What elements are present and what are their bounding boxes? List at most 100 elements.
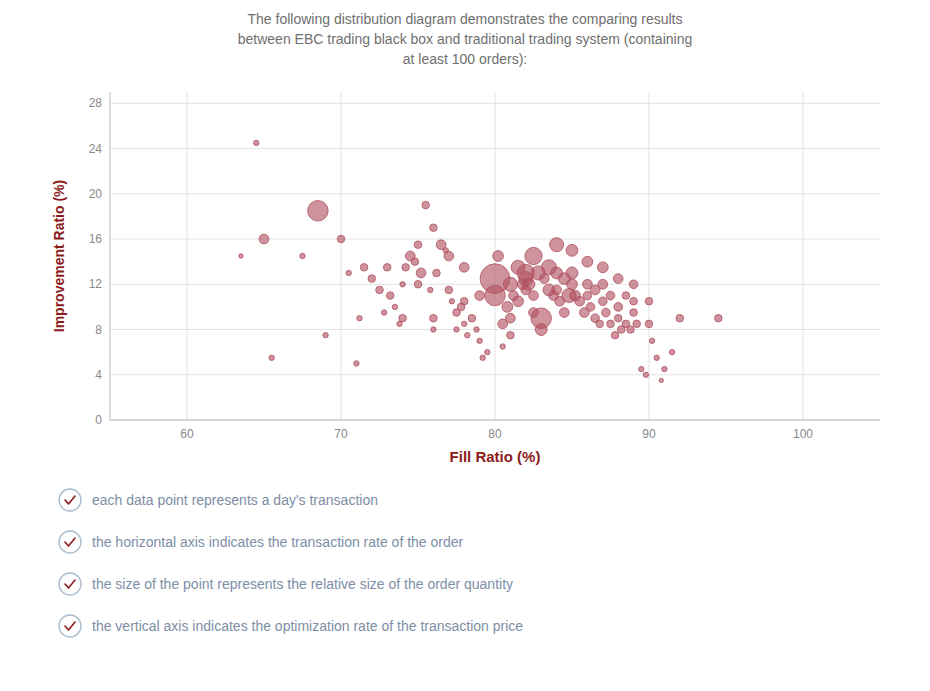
note-check (65, 580, 75, 588)
bubble (535, 324, 547, 336)
bubble (597, 262, 608, 273)
bubble (462, 321, 467, 326)
x-tick-label: 60 (180, 427, 194, 441)
bubble (523, 278, 535, 290)
y-tick-label: 8 (95, 323, 102, 337)
bubble (715, 314, 723, 322)
bubble (596, 320, 604, 328)
bubble (566, 267, 578, 279)
grid-line (110, 420, 880, 421)
bubble (614, 314, 622, 322)
x-tick-label: 90 (642, 427, 656, 441)
bubble (645, 320, 653, 328)
bubble (513, 296, 524, 307)
bubble (337, 235, 345, 243)
note-icon (59, 489, 81, 511)
bubble (400, 282, 405, 287)
bubble (433, 269, 441, 277)
bubble (633, 320, 641, 328)
bubble (539, 274, 549, 284)
bubble (493, 251, 504, 262)
annotation: the vertical axis indicates the optimiza… (92, 618, 523, 634)
bubble (529, 291, 539, 301)
chart: The following distribution diagram demon… (0, 0, 930, 691)
bubble (654, 355, 659, 360)
bubble (254, 140, 259, 145)
bubble (465, 332, 470, 337)
y-tick-label: 4 (95, 368, 102, 382)
bubble (662, 366, 667, 371)
bubble (414, 241, 422, 249)
bubble (550, 238, 564, 252)
bubble (606, 291, 615, 300)
bubble (428, 287, 433, 292)
x-tick-label: 80 (488, 427, 502, 441)
note-check (65, 622, 75, 630)
bubble (583, 291, 592, 300)
note-check (65, 538, 75, 546)
note-icon (59, 573, 81, 595)
bubble (485, 285, 506, 306)
bubble (506, 313, 516, 323)
y-tick-label: 24 (89, 142, 103, 156)
bubble (480, 355, 485, 360)
title: The following distribution diagram demon… (238, 11, 692, 67)
bubble (376, 286, 384, 294)
bubble (368, 275, 376, 283)
x-axis (110, 420, 880, 421)
x-tick-label: 100 (793, 427, 813, 441)
grid-line (341, 92, 342, 420)
bubble (383, 264, 391, 272)
bubble (449, 299, 454, 304)
bubble (500, 344, 505, 349)
bubble (575, 296, 585, 306)
bubble (582, 256, 593, 267)
bubble (445, 286, 453, 294)
x-tick-label: 70 (334, 427, 348, 441)
bubble (598, 297, 607, 306)
bubble (525, 247, 542, 264)
bubble (567, 279, 578, 290)
bubble (649, 338, 654, 343)
bubble (645, 297, 653, 305)
bubble (602, 308, 611, 317)
grid (110, 92, 880, 420)
bubble (611, 331, 619, 339)
bubble (627, 326, 635, 334)
bubble (360, 264, 368, 272)
annotation: the horizontal axis indicates the transa… (92, 534, 464, 550)
bubble (630, 309, 638, 317)
bubble (503, 277, 517, 291)
bubble (399, 314, 407, 322)
bubble (566, 244, 578, 256)
note-icon (59, 531, 81, 553)
bubble (444, 251, 454, 261)
bubble (430, 314, 438, 322)
bubble (477, 338, 482, 343)
bubble (430, 224, 438, 232)
bubble (475, 291, 485, 301)
bubble (468, 314, 476, 322)
bubble (598, 279, 608, 289)
bubble (507, 331, 515, 339)
bubble (613, 274, 623, 284)
bubble (392, 304, 397, 309)
note-check (65, 496, 75, 504)
x-axis-label: Fill Ratio (%) (450, 448, 541, 465)
annotation: each data point represents a day's trans… (92, 492, 378, 508)
bubble (607, 320, 615, 328)
bubble (387, 292, 395, 300)
bubble (239, 254, 243, 258)
y-tick-label: 20 (89, 187, 103, 201)
bubble (414, 280, 422, 288)
grid-line (803, 92, 804, 420)
bubble (485, 349, 490, 354)
bubble (669, 349, 674, 354)
y-tick-label: 16 (89, 232, 103, 246)
bubble (622, 292, 630, 300)
bubble (676, 314, 684, 322)
bubble (357, 316, 362, 321)
bubble (346, 270, 351, 275)
grid-line (187, 92, 188, 420)
bubble (381, 310, 386, 315)
